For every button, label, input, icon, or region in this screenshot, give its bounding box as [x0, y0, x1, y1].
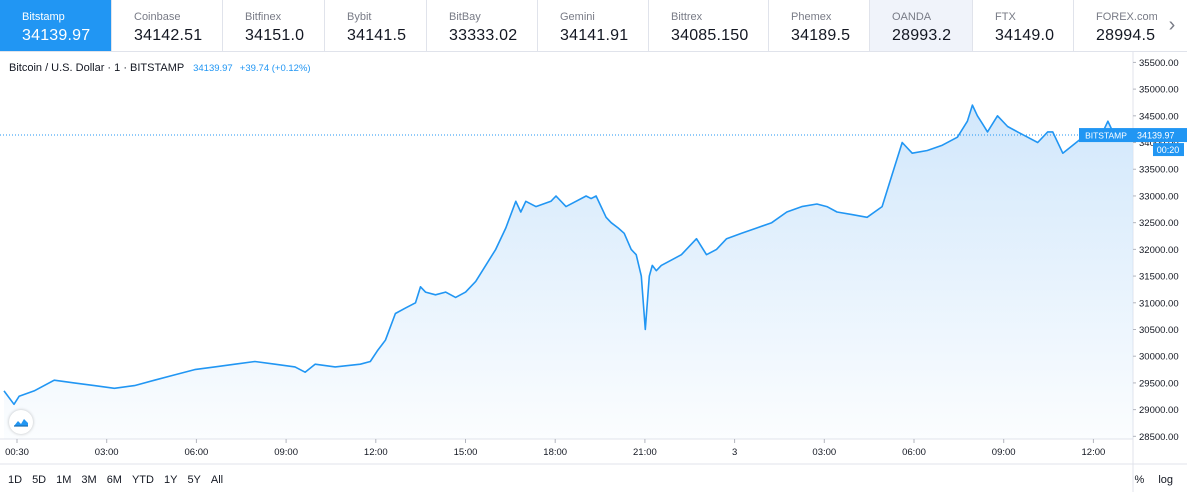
exchange-price: 34141.91	[560, 27, 629, 44]
range-5d[interactable]: 5D	[32, 474, 47, 486]
y-tick-label: 35000.00	[1139, 85, 1179, 96]
exchange-tab-oanda[interactable]: OANDA 28993.2	[870, 0, 973, 51]
exchange-price: 34085.150	[671, 27, 749, 44]
exchange-price: 34189.5	[791, 27, 851, 44]
log-scale-toggle[interactable]: log	[1158, 474, 1173, 486]
time-range-bar: 1D 5D 1M 3M 6M YTD 1Y 5Y All	[8, 474, 223, 486]
exchange-tab-bitstamp[interactable]: Bitstamp 34139.97	[0, 0, 112, 51]
tradingview-logo[interactable]	[9, 410, 33, 434]
exchange-name: BitBay	[449, 11, 481, 23]
x-tick-label: 00:30	[5, 447, 29, 458]
exchange-tab-bittrex[interactable]: Bittrex 34085.150	[649, 0, 769, 51]
y-tick-label: 35500.00	[1139, 58, 1179, 69]
x-tick-label: 03:00	[812, 447, 836, 458]
y-tick-label: 29500.00	[1139, 378, 1179, 389]
percent-scale-toggle[interactable]: %	[1134, 474, 1145, 486]
y-tick-label: 32000.00	[1139, 245, 1179, 256]
chevron-right-icon[interactable]: ›	[1157, 0, 1187, 51]
price-change: +39.74 (+0.12%)	[239, 63, 311, 74]
y-tick-label: 29000.00	[1139, 405, 1179, 416]
x-tick-label: 18:00	[543, 447, 567, 458]
exchange-price: 33333.02	[449, 27, 518, 44]
y-tick-label: 33000.00	[1139, 191, 1179, 202]
exchange-tab-ftx[interactable]: FTX 34149.0	[973, 0, 1074, 51]
y-tick-label: 34500.00	[1139, 111, 1179, 122]
range-1d[interactable]: 1D	[8, 474, 23, 486]
y-tick-label: 32500.00	[1139, 218, 1179, 229]
exchange-tab-coinbase[interactable]: Coinbase 34142.51	[112, 0, 223, 51]
exchange-name: FTX	[995, 11, 1016, 23]
exchange-price: 34142.51	[134, 27, 203, 44]
range-1m[interactable]: 1M	[56, 474, 72, 486]
series-label: BITSTAMP	[1085, 131, 1127, 141]
exchange-price: 28993.2	[892, 27, 952, 44]
y-tick-label: 28500.00	[1139, 432, 1179, 443]
last-price-badge: 34139.97	[1137, 131, 1175, 141]
exchange-name: Bybit	[347, 11, 372, 23]
last-price-badge-bg	[1133, 128, 1187, 143]
last-price: 34139.97	[193, 63, 233, 74]
x-tick-label: 03:00	[95, 447, 119, 458]
countdown-badge: 00:20	[1157, 145, 1180, 155]
x-tick-label: 3	[732, 447, 737, 458]
x-tick-label: 09:00	[992, 447, 1016, 458]
exchange-price: 34139.97	[22, 27, 91, 44]
exchange-tab-phemex[interactable]: Phemex 34189.5	[769, 0, 870, 51]
range-6m[interactable]: 6M	[106, 474, 122, 486]
exchange-tab-bybit[interactable]: Bybit 34141.5	[325, 0, 427, 51]
exchange-tab-bitfinex[interactable]: Bitfinex 34151.0	[223, 0, 325, 51]
range-ytd[interactable]: YTD	[131, 474, 154, 486]
exchange-name: OANDA	[892, 11, 932, 23]
x-tick-label: 12:00	[1082, 447, 1106, 458]
x-tick-label: 09:00	[274, 447, 298, 458]
y-tick-label: 31000.00	[1139, 298, 1179, 309]
x-tick-label: 12:00	[364, 447, 388, 458]
exchange-name: Bittrex	[671, 11, 703, 23]
exchange-tab-forex[interactable]: FOREX.com 28994.5	[1074, 0, 1184, 51]
y-tick-label: 30000.00	[1139, 352, 1179, 363]
range-5y[interactable]: 5Y	[187, 474, 201, 486]
exchange-price: 28994.5	[1096, 27, 1156, 44]
exchange-name: Bitfinex	[245, 11, 282, 23]
exchange-name: Coinbase	[134, 11, 181, 23]
range-1y[interactable]: 1Y	[163, 474, 178, 486]
exchange-tab-bitbay[interactable]: BitBay 33333.02	[427, 0, 538, 51]
range-3m[interactable]: 3M	[81, 474, 97, 486]
x-tick-label: 06:00	[902, 447, 926, 458]
range-all[interactable]: All	[210, 474, 224, 486]
scale-options: % log	[1135, 474, 1173, 486]
y-tick-label: 33500.00	[1139, 165, 1179, 176]
price-line	[3, 104, 1134, 406]
exchange-tabs: Bitstamp 34139.97 Coinbase 34142.51 Bitf…	[0, 0, 1187, 52]
exchange-price: 34151.0	[245, 27, 305, 44]
exchange-name: Bitstamp	[22, 11, 65, 23]
y-tick-label: 30500.00	[1139, 325, 1179, 336]
series-label-bg	[1079, 128, 1133, 143]
x-tick-label: 15:00	[454, 447, 478, 458]
x-tick-label: 06:00	[185, 447, 209, 458]
symbol-title[interactable]: Bitcoin / U.S. Dollar · 1 · BITSTAMP	[9, 62, 185, 74]
exchange-price: 34141.5	[347, 27, 407, 44]
y-tick-label: 31500.00	[1139, 272, 1179, 283]
exchange-tab-gemini[interactable]: Gemini 34141.91	[538, 0, 649, 51]
countdown-badge-bg	[1153, 143, 1184, 157]
chart-legend: Bitcoin / U.S. Dollar · 1 · BITSTAMP 341…	[9, 62, 311, 74]
exchange-name: Phemex	[791, 11, 832, 23]
exchange-name: FOREX.com	[1096, 11, 1158, 23]
cloud-icon	[14, 419, 28, 427]
exchange-name: Gemini	[560, 11, 595, 23]
price-area	[4, 105, 1133, 439]
price-chart[interactable]: 28500.00 29000.00 29500.00 30000.00 30500.00…	[0, 52, 1187, 492]
exchange-price: 34149.0	[995, 27, 1055, 44]
x-tick-label: 21:00	[633, 447, 657, 458]
